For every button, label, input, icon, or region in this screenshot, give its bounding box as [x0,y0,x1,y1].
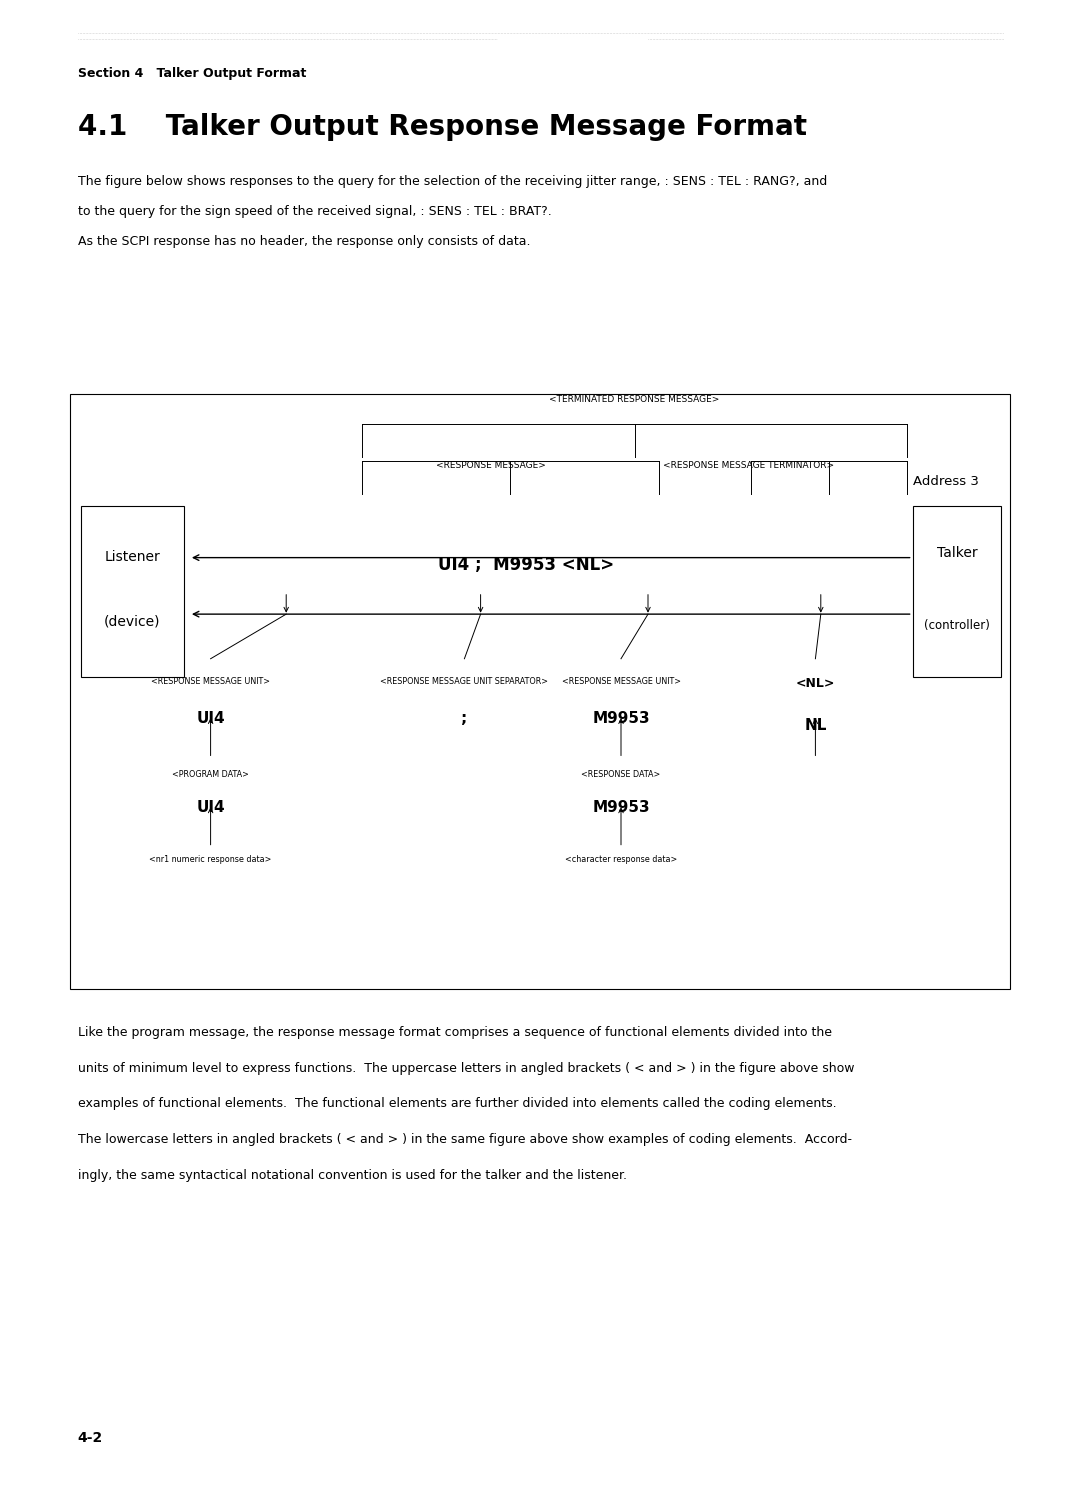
Text: <RESPONSE MESSAGE UNIT>: <RESPONSE MESSAGE UNIT> [151,677,270,686]
Text: <RESPONSE MESSAGE UNIT SEPARATOR>: <RESPONSE MESSAGE UNIT SEPARATOR> [380,677,549,686]
Text: The figure below shows responses to the query for the selection of the receiving: The figure below shows responses to the … [78,175,827,189]
Text: <nr1 numeric response data>: <nr1 numeric response data> [149,855,272,864]
Text: <TERMINATED RESPONSE MESSAGE>: <TERMINATED RESPONSE MESSAGE> [550,396,719,404]
Text: The lowercase letters in angled brackets ( < and > ) in the same figure above sh: The lowercase letters in angled brackets… [78,1133,852,1146]
Text: ;: ; [461,711,468,726]
Text: <NL>: <NL> [796,677,835,690]
Text: Section 4   Talker Output Format: Section 4 Talker Output Format [78,67,306,80]
Text: <RESPONSE MESSAGE>: <RESPONSE MESSAGE> [436,461,546,470]
Text: (controller): (controller) [924,619,989,632]
Text: examples of functional elements.  The functional elements are further divided in: examples of functional elements. The fun… [78,1097,836,1111]
Text: UI4: UI4 [197,711,225,726]
Text: <character response data>: <character response data> [565,855,677,864]
Text: <RESPONSE DATA>: <RESPONSE DATA> [581,770,661,779]
Text: Listener: Listener [105,550,160,564]
Text: UI4: UI4 [197,800,225,815]
Text: NL: NL [805,718,826,733]
Text: <PROGRAM DATA>: <PROGRAM DATA> [172,770,249,779]
Text: to the query for the sign speed of the received signal, : SENS : TEL : BRAT?.: to the query for the sign speed of the r… [78,205,552,219]
Text: M9953: M9953 [592,800,650,815]
Text: Talker: Talker [936,546,977,561]
Text: As the SCPI response has no header, the response only consists of data.: As the SCPI response has no header, the … [78,235,530,248]
Text: <RESPONSE MESSAGE TERMINATOR>: <RESPONSE MESSAGE TERMINATOR> [663,461,834,470]
Text: UI4 ;  M9953 <NL>: UI4 ; M9953 <NL> [438,556,615,574]
Text: ingly, the same syntactical notational convention is used for the talker and the: ingly, the same syntactical notational c… [78,1169,626,1182]
Text: <RESPONSE MESSAGE UNIT>: <RESPONSE MESSAGE UNIT> [562,677,680,686]
Text: Like the program message, the response message format comprises a sequence of fu: Like the program message, the response m… [78,1026,832,1039]
Text: (device): (device) [104,614,161,629]
Bar [81,506,184,677]
Text: 4.1    Talker Output Response Message Format: 4.1 Talker Output Response Message Forma… [78,113,807,141]
Text: M9953: M9953 [592,711,650,726]
Bar [70,394,1010,989]
Text: Address 3: Address 3 [914,474,978,488]
Text: 4-2: 4-2 [78,1432,103,1445]
Bar [913,506,1001,677]
Text: units of minimum level to express functions.  The uppercase letters in angled br: units of minimum level to express functi… [78,1062,854,1075]
